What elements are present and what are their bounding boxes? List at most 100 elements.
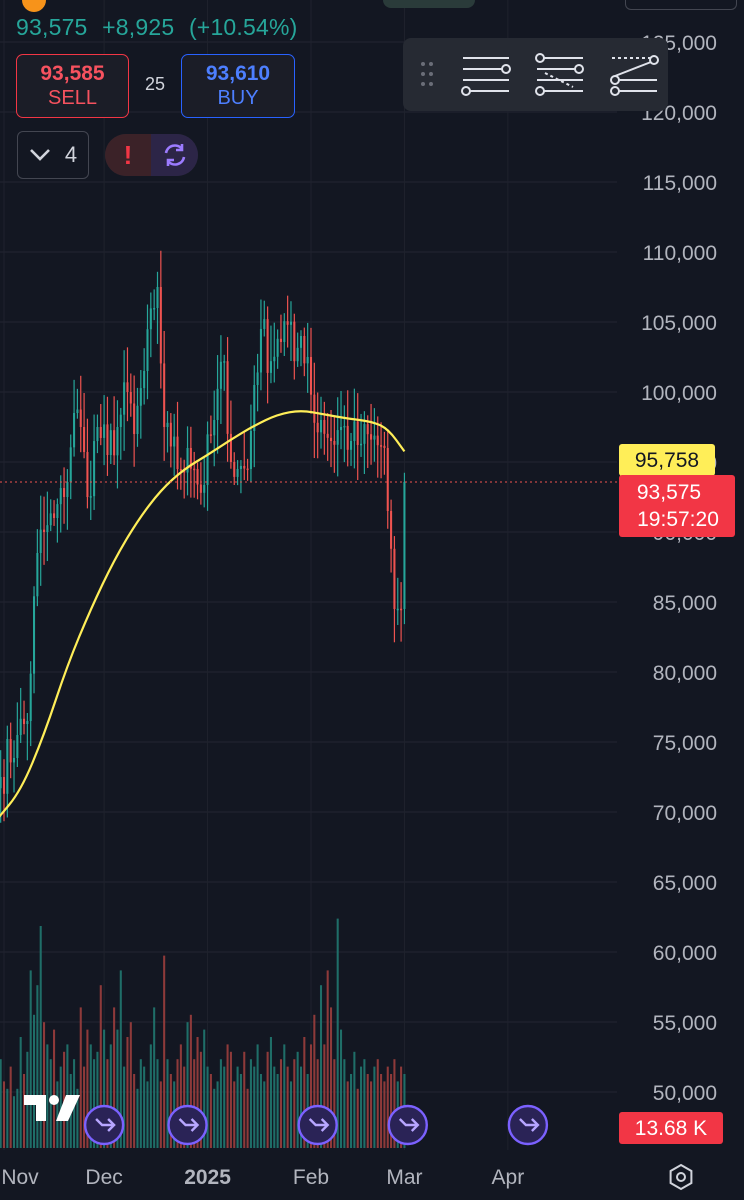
- volume-bar: [163, 955, 166, 1148]
- buy-label: BUY: [217, 87, 259, 109]
- volume-bar: [106, 1059, 109, 1148]
- volume-bar: [149, 1044, 152, 1148]
- change-percent-text: (+10.54%): [188, 14, 298, 40]
- candle: [376, 416, 379, 478]
- sell-price: 93,585: [40, 62, 105, 85]
- x-tick-label: Mar: [386, 1166, 422, 1189]
- price-axis[interactable]: 50,000 55,000 60,000 65,000 70,000 75,000 80,0…: [641, 32, 717, 1105]
- volume-bar: [279, 1059, 283, 1148]
- volume-bar: [233, 1081, 236, 1148]
- sync-icon[interactable]: [151, 134, 198, 176]
- candle: [199, 462, 202, 505]
- y-tick-label: 110,000: [643, 242, 717, 265]
- candle: [353, 388, 356, 469]
- buy-button[interactable]: 93,610 BUY: [181, 54, 295, 118]
- candle: [276, 329, 279, 369]
- volume-bar: [339, 1029, 343, 1148]
- volume-bar: [169, 1074, 172, 1148]
- candle: [219, 335, 222, 424]
- indicators-toggle-button[interactable]: 4: [17, 131, 89, 179]
- event-arrow-icon[interactable]: [297, 1104, 338, 1146]
- volume-bar: [12, 1096, 16, 1148]
- candle: [6, 725, 9, 818]
- volume-bar: [219, 1059, 222, 1148]
- candle: [296, 332, 299, 367]
- candle: [316, 392, 319, 459]
- volume-bar: [216, 1081, 219, 1148]
- drawing-toolbar[interactable]: [403, 38, 668, 111]
- settings-hexagon-icon[interactable]: [669, 1163, 693, 1191]
- candle: [149, 292, 152, 358]
- volume-bar: [226, 1044, 229, 1148]
- top-tab-stub[interactable]: [383, 0, 475, 8]
- horizontal-lines-icon[interactable]: [461, 57, 511, 96]
- event-arrow-icon[interactable]: [387, 1104, 428, 1146]
- candle: [243, 431, 246, 481]
- sell-button[interactable]: 93,585 SELL: [16, 54, 129, 118]
- volume-bar: [213, 1088, 216, 1148]
- ma-price-label-bg: [619, 444, 715, 476]
- volume-bar: [393, 1059, 396, 1148]
- y-tick-label: 60,000: [653, 942, 717, 965]
- top-button-stub[interactable]: [625, 0, 737, 10]
- candle: [123, 350, 126, 451]
- drag-handle-icon[interactable]: [421, 62, 433, 86]
- x-tick-label: Apr: [492, 1166, 525, 1189]
- candle: [19, 687, 22, 743]
- volume-bar: [206, 1066, 209, 1148]
- event-arrow-icon[interactable]: [167, 1104, 208, 1146]
- x-tick-label: Dec: [85, 1166, 122, 1189]
- volume-bar: [356, 1088, 359, 1148]
- volume-bar: [299, 1066, 303, 1148]
- alert-status-pill[interactable]: !: [105, 134, 198, 176]
- volume-bar: [249, 1059, 252, 1148]
- volume-bar: [153, 1007, 156, 1148]
- candle: [16, 702, 19, 768]
- event-arrow-icon[interactable]: [83, 1104, 125, 1146]
- volume-bar: [99, 985, 102, 1148]
- volume-bar: [243, 1051, 246, 1148]
- candle: [73, 379, 76, 457]
- candle: [89, 460, 92, 521]
- candle: [279, 314, 283, 353]
- parallel-channel-icon[interactable]: [535, 53, 584, 96]
- price-change-info: 93,575 +8,925 (+10.54%): [16, 14, 306, 41]
- volume-bar: [350, 1074, 353, 1148]
- volume-bar: [179, 1044, 182, 1148]
- time-axis[interactable]: Nov Dec 2025 Feb Mar Apr: [1, 1166, 524, 1189]
- volume-bar: [176, 1059, 179, 1148]
- volume-bar: [189, 1014, 192, 1148]
- volume-bar: [239, 1074, 242, 1148]
- candle: [133, 375, 136, 467]
- candle: [396, 577, 399, 626]
- volume-bar: [56, 1081, 59, 1148]
- volume-bar: [223, 1066, 226, 1148]
- candle: [109, 423, 112, 464]
- candle: [113, 396, 116, 465]
- volume-bar: [133, 1074, 136, 1148]
- candle: [79, 375, 82, 453]
- candle: [186, 426, 189, 496]
- candle: [12, 740, 16, 793]
- candle: [339, 390, 343, 450]
- candle: [66, 469, 69, 530]
- trend-lines-icon[interactable]: [610, 55, 659, 96]
- candle: [159, 250, 162, 389]
- event-arrow-icon[interactable]: [507, 1104, 549, 1146]
- volume-bar: [129, 1022, 132, 1148]
- volume-bar: [286, 1066, 289, 1148]
- candle: [239, 460, 242, 494]
- volume-bar: [113, 1007, 116, 1148]
- candle: [169, 413, 172, 468]
- alert-exclamation-icon[interactable]: !: [105, 134, 151, 176]
- candle: [273, 322, 276, 383]
- volume-bar: [32, 1014, 36, 1148]
- candle: [83, 392, 86, 459]
- candle: [253, 365, 256, 468]
- indicators-count: 4: [64, 142, 78, 167]
- volume-bar: [283, 1044, 286, 1148]
- volume-bar: [146, 1081, 149, 1148]
- y-tick-label: 65,000: [653, 872, 717, 895]
- y-tick-label: 75,000: [653, 732, 717, 755]
